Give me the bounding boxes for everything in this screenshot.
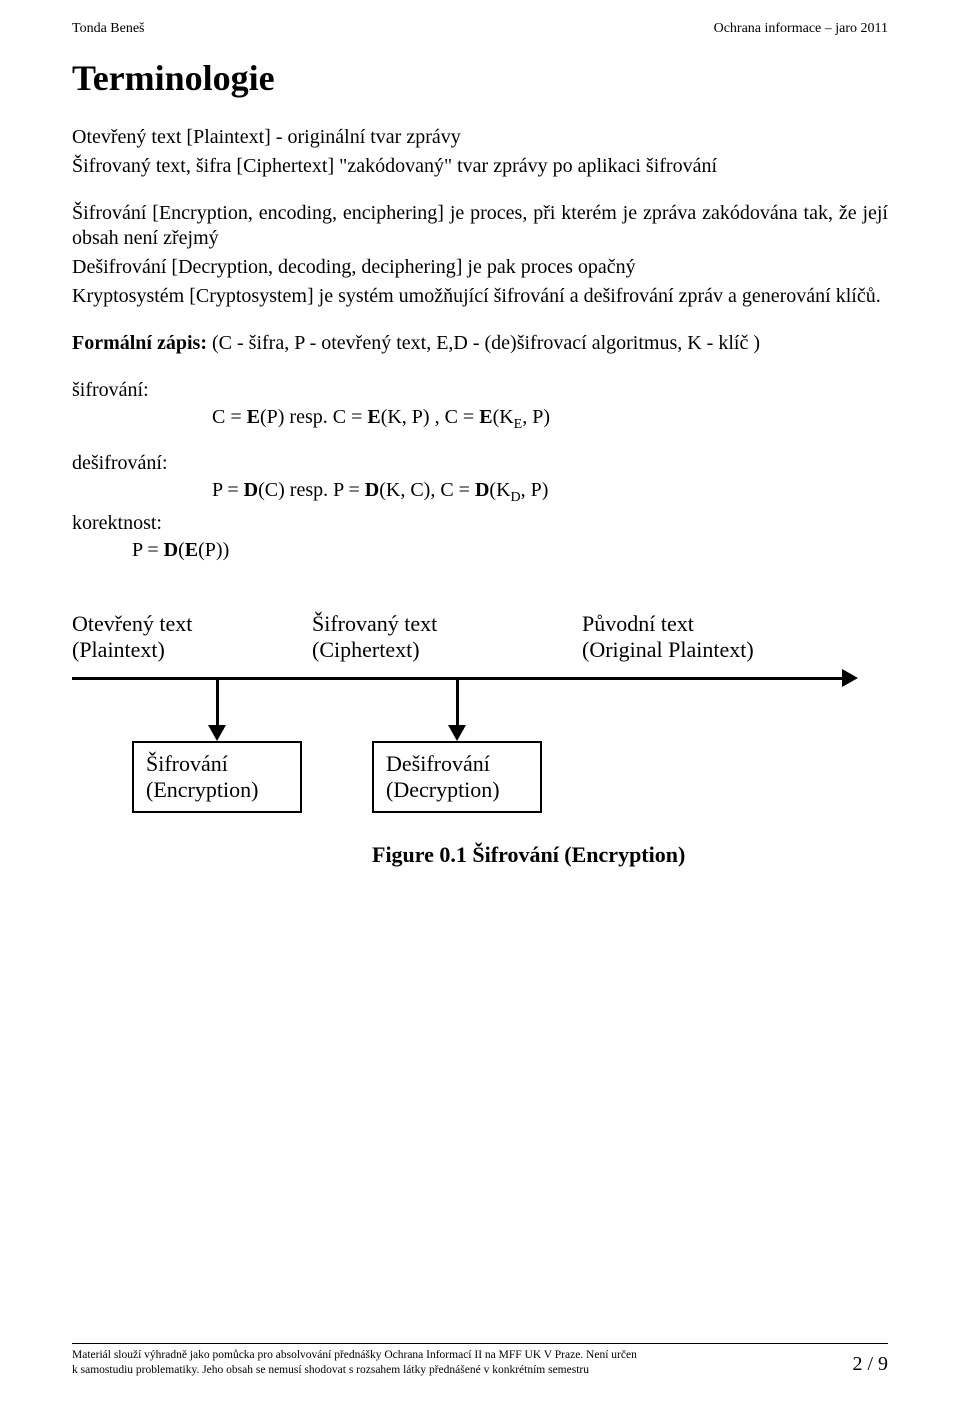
box-line: (Decryption) [386, 777, 500, 802]
arrow-down-icon [208, 725, 226, 741]
term-plaintext: Otevřený text [Plaintext] - originální t… [72, 125, 888, 150]
eq-sub: E [514, 417, 523, 432]
encryption-label: šifrování: [72, 378, 888, 403]
encryption-equation: C = E(P) resp. C = E(K, P) , C = E(KE, P… [212, 405, 888, 434]
eq-text: , P) [522, 406, 550, 428]
eq-sym: E [367, 406, 380, 428]
formal-notation: Formální zápis: (C - šifra, P - otevřený… [72, 331, 888, 356]
eq-text: (P)) [198, 539, 229, 561]
figure-caption: Figure 0.1 Šifrování (Encryption) [372, 841, 685, 869]
caption-text: Šifrování (Encryption) [472, 842, 685, 867]
arrow-down-icon [448, 725, 466, 741]
term-ciphertext: Šifrovaný text, šifra [Ciphertext] "zakó… [72, 154, 888, 179]
eq-sym: E [479, 406, 492, 428]
diagram-label-ciphertext: Šifrovaný text (Ciphertext) [312, 611, 437, 664]
diagram-box-encryption: Šifrování (Encryption) [132, 741, 302, 814]
eq-text: (K [489, 479, 510, 501]
box-line: (Encryption) [146, 777, 258, 802]
term-encryption: Šifrování [Encryption, encoding, enciphe… [72, 201, 888, 251]
flow-drop-enc [216, 677, 219, 729]
page-header: Tonda Beneš Ochrana informace – jaro 201… [72, 20, 888, 38]
correctness-equation: P = D(E(P)) [132, 538, 888, 563]
footer-disclaimer: Materiál slouží výhradně jako pomůcka pr… [72, 1348, 637, 1377]
formal-rest: (C - šifra, P - otevřený text, E,D - (de… [207, 332, 760, 354]
label-line: Šifrovaný text [312, 611, 437, 636]
eq-sym: D [475, 479, 489, 501]
footer-line: k samostudiu problematiky. Jeho obsah se… [72, 1364, 589, 1376]
encryption-diagram: Otevřený text (Plaintext) Šifrovaný text… [72, 611, 888, 911]
label-line: (Plaintext) [72, 637, 165, 662]
label-line: (Ciphertext) [312, 637, 420, 662]
flow-drop-dec [456, 677, 459, 729]
eq-sym: E [247, 406, 260, 428]
caption-lead: Figure 0.1 [372, 842, 472, 867]
page-number: 2 / 9 [852, 1352, 888, 1377]
eq-text: (C) resp. P = [258, 479, 365, 501]
correctness-label: korektnost: [72, 511, 888, 536]
eq-text: C = [212, 406, 247, 428]
eq-text: (K, P) , C = [381, 406, 480, 428]
eq-sym: D [365, 479, 379, 501]
eq-text: , P) [521, 479, 549, 501]
arrow-right-icon [842, 669, 858, 687]
page: Tonda Beneš Ochrana informace – jaro 201… [0, 0, 960, 1403]
eq-sym: D [164, 539, 178, 561]
eq-text: (K [493, 406, 514, 428]
term-cryptosystem: Kryptosystém [Cryptosystem] je systém um… [72, 284, 888, 309]
box-line: Šifrování [146, 751, 228, 776]
page-title: Terminologie [72, 56, 888, 101]
page-footer: Materiál slouží výhradně jako pomůcka pr… [72, 1343, 888, 1377]
eq-text: P = [212, 479, 244, 501]
eq-text: ( [178, 539, 185, 561]
decryption-equation: P = D(C) resp. P = D(K, C), C = D(KD, P) [212, 478, 888, 507]
box-line: Dešifrování [386, 751, 490, 776]
label-line: (Original Plaintext) [582, 637, 754, 662]
diagram-label-plaintext: Otevřený text (Plaintext) [72, 611, 192, 664]
decryption-label: dešifrování: [72, 451, 888, 476]
header-course: Ochrana informace – jaro 2011 [714, 20, 888, 38]
header-author: Tonda Beneš [72, 20, 145, 38]
label-line: Původní text [582, 611, 694, 636]
eq-sym: E [185, 539, 198, 561]
diagram-box-decryption: Dešifrování (Decryption) [372, 741, 542, 814]
eq-sub: D [511, 490, 521, 505]
eq-text: P = [132, 539, 164, 561]
footer-line: Materiál slouží výhradně jako pomůcka pr… [72, 1349, 637, 1361]
formal-lead: Formální zápis: [72, 332, 207, 354]
eq-sym: D [244, 479, 258, 501]
eq-text: (K, C), C = [379, 479, 475, 501]
diagram-label-original: Původní text (Original Plaintext) [582, 611, 754, 664]
eq-text: (P) resp. C = [260, 406, 367, 428]
term-decryption: Dešifrování [Decryption, decoding, decip… [72, 255, 888, 280]
label-line: Otevřený text [72, 611, 192, 636]
